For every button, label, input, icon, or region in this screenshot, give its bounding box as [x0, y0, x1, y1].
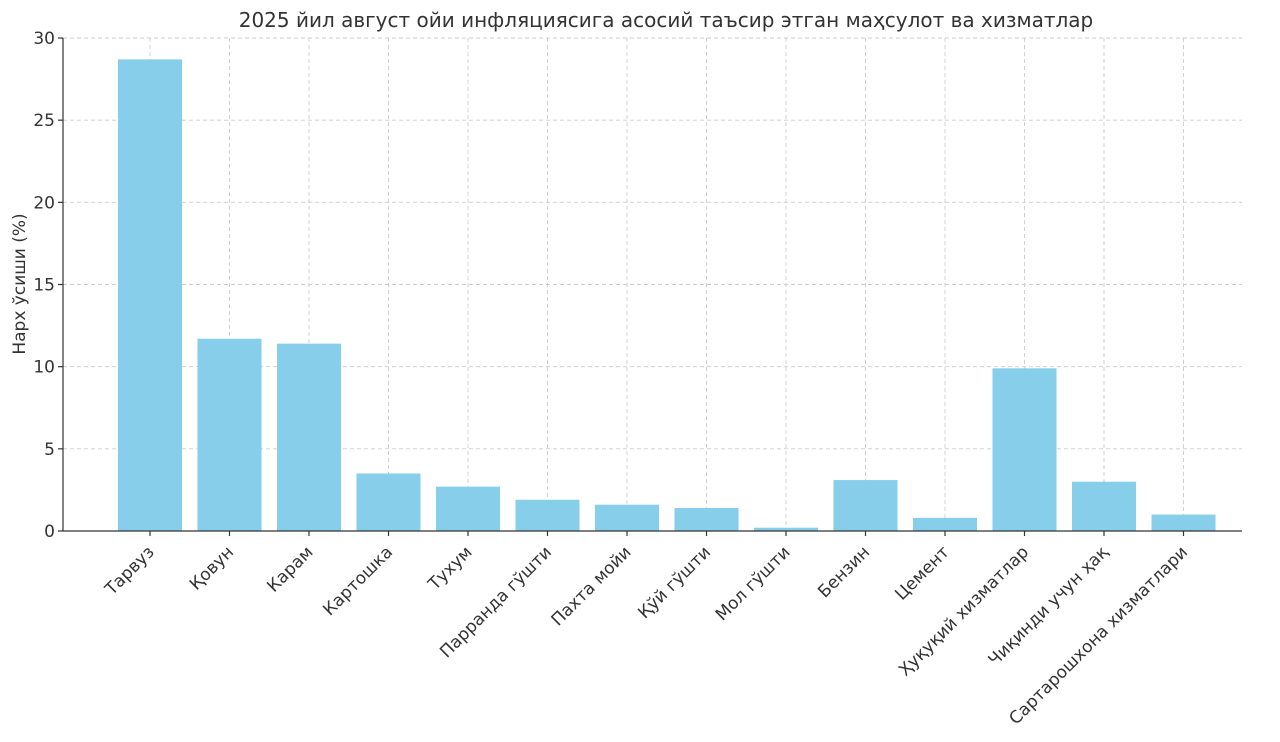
y-tick-label: 20 [33, 193, 55, 213]
x-tick-label: Сартарошхона хизматлари [1005, 542, 1192, 729]
x-tick-label: Бензин [814, 542, 874, 602]
bar [1072, 481, 1136, 531]
y-axis: 0 5 10 15 20 25 30 [33, 29, 64, 542]
x-tick-label: Тухум [424, 542, 477, 595]
bar [754, 527, 818, 531]
chart-title: 2025 йил август ойи инфляциясига асосий … [239, 8, 1094, 32]
bar [118, 59, 182, 531]
x-tick-label: Қовун [186, 542, 238, 594]
x-tick-label: Ҳуқуқий хизматлар [895, 542, 1033, 680]
bar [436, 486, 500, 531]
x-tick-label: Пахта мойи [548, 542, 636, 630]
y-tick-label: 15 [33, 276, 55, 296]
bar [674, 507, 739, 531]
bar [515, 499, 580, 531]
bars [118, 59, 1216, 531]
bar [595, 504, 659, 531]
bar [197, 338, 262, 531]
bar [356, 473, 421, 531]
x-tick-label: Цемент [891, 542, 953, 604]
bar [1151, 514, 1216, 531]
y-tick-label: 10 [33, 358, 55, 378]
y-tick-label: 25 [33, 111, 55, 131]
bar [913, 517, 977, 531]
y-axis-label: Нарх ўсиши (%) [10, 213, 30, 354]
y-tick-label: 30 [33, 29, 55, 49]
bar [992, 368, 1057, 531]
bar [833, 480, 898, 531]
x-tick-label: Картошка [319, 542, 397, 620]
x-tick-label: Карам [263, 542, 317, 596]
x-tick-label: Мол гўшти [712, 542, 795, 625]
x-tick-label: Тарвуз [101, 542, 159, 600]
x-tick-label: Қўй гўшти [634, 542, 715, 623]
y-tick-label: 5 [44, 440, 55, 460]
bar [277, 343, 341, 531]
y-tick-label: 0 [44, 522, 55, 542]
